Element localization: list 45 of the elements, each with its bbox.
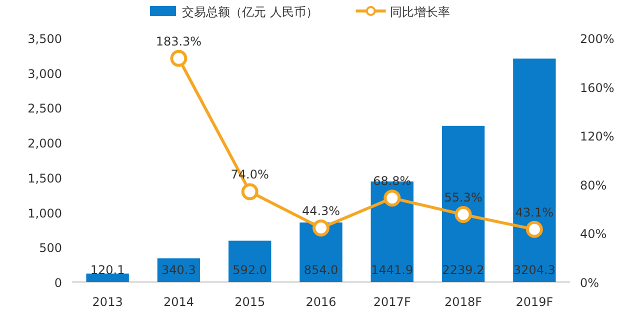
data-label: 44.3% <box>302 204 340 218</box>
x-tick-label: 2017F <box>373 295 411 309</box>
data-label: 1441.9 <box>371 263 414 277</box>
point <box>312 219 330 236</box>
x-tick-label: 2015 <box>234 295 266 309</box>
x-tick-label: 2018F <box>444 295 482 309</box>
y2-tick-label: 200% <box>580 32 614 46</box>
x-tick-label: 2016 <box>306 295 336 309</box>
bar <box>442 126 485 282</box>
bar <box>513 58 556 282</box>
x-tick-label: 2013 <box>92 295 123 309</box>
legend-label: 交易总额（亿元 人民币） <box>182 5 318 19</box>
y-tick-label: 1,500 <box>28 171 62 186</box>
point <box>170 50 188 67</box>
y-tick-label: 1,000 <box>28 206 62 220</box>
y2-tick-label: 120% <box>580 130 614 144</box>
y-tick-label: 2,000 <box>28 136 62 151</box>
point <box>241 183 258 200</box>
y-tick-label: 0 <box>54 276 62 290</box>
y2-tick-label: 0% <box>580 276 600 290</box>
x-tick-label: 2014 <box>163 295 194 309</box>
y2-tick-label: 40% <box>580 227 607 242</box>
legend-label: 同比增长率 <box>390 5 450 19</box>
data-label: 2239.2 <box>442 263 484 277</box>
point <box>454 206 472 224</box>
y-tick-label: 3,500 <box>28 32 62 46</box>
y-tick-label: 500 <box>39 241 62 256</box>
y-tick-label: 3,000 <box>28 66 62 81</box>
y2-tick-label: 160% <box>580 80 614 95</box>
point <box>384 190 401 207</box>
data-label: 340.3 <box>162 263 196 277</box>
y2-tick-label: 80% <box>580 178 607 192</box>
data-label: 68.8% <box>373 174 412 188</box>
data-label: 3204.3 <box>513 263 556 277</box>
bar <box>228 240 272 282</box>
point <box>526 220 543 238</box>
y-tick-label: 2,500 <box>28 102 62 116</box>
bar <box>86 274 129 282</box>
x-tick-label: 2019F <box>516 295 554 309</box>
data-label: 120.1 <box>90 263 125 277</box>
data-label: 183.3% <box>156 34 202 48</box>
data-label: 43.1% <box>515 205 554 220</box>
data-label: 854.0 <box>304 263 338 277</box>
data-label: 55.3% <box>444 190 482 205</box>
data-label: 592.0 <box>232 263 268 277</box>
